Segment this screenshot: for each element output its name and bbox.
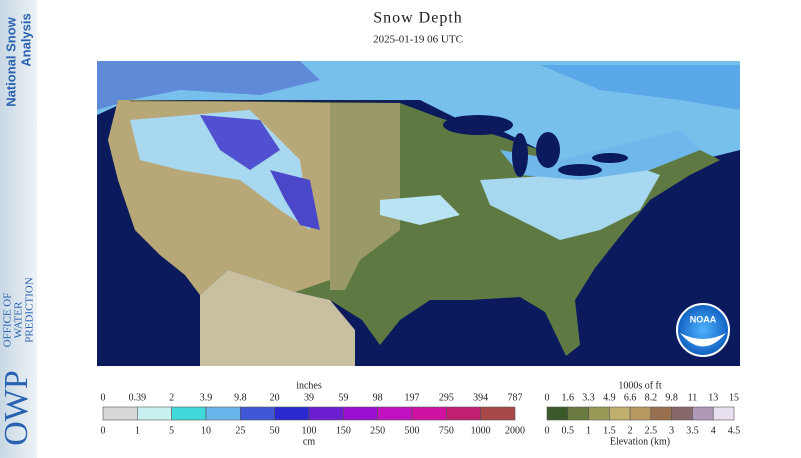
legend-bottom-label: 1 <box>586 425 591 436</box>
legend-top-label: 0 <box>101 392 106 403</box>
legend-bottom-label: 100 <box>302 425 317 436</box>
sidebar <box>0 0 37 458</box>
sidebar-title: Analysis <box>18 13 33 66</box>
legend-swatch <box>480 406 516 421</box>
legend-top-label: 59 <box>338 392 348 403</box>
legend-top-label: 15 <box>729 392 739 403</box>
legend-bottom-label: 1.5 <box>603 425 616 436</box>
org-line: WATER <box>13 301 25 338</box>
legend-top-label: 20 <box>270 392 280 403</box>
legend-top-label: 39 <box>304 392 314 403</box>
legend-top-label: 98 <box>373 392 383 403</box>
legend-top-label: 197 <box>405 392 420 403</box>
legend-swatch <box>446 406 481 421</box>
snow-top-unit: inches <box>296 380 322 391</box>
map: NOAA <box>97 61 740 366</box>
legend-bottom-label: 25 <box>235 425 245 436</box>
legend-top-label: 9.8 <box>665 392 678 403</box>
legend-bottom-label: 1000 <box>471 425 491 436</box>
legend-swatch <box>343 406 378 421</box>
legend-bottom-label: 4 <box>711 425 716 436</box>
sidebar-title: National Snow <box>3 16 18 106</box>
legend-swatch <box>629 406 652 421</box>
org-line: OFFICE OF <box>2 293 14 348</box>
legend-top-label: 11 <box>688 392 698 403</box>
legend-bottom-label: 0 <box>545 425 550 436</box>
legend-top-label: 0.39 <box>129 392 147 403</box>
legend-top-label: 1.6 <box>562 392 575 403</box>
legend-top-label: 2 <box>169 392 174 403</box>
legend-swatch <box>712 406 735 421</box>
legend-swatch <box>102 406 138 421</box>
legend-bottom-label: 10 <box>201 425 211 436</box>
legend-swatch <box>274 406 310 421</box>
legend-bottom-label: 5 <box>169 425 174 436</box>
legend-bottom-label: 1 <box>135 425 140 436</box>
legend-swatch <box>650 406 672 421</box>
legend-top-label: 787 <box>508 392 523 403</box>
legend-bottom-label: 2000 <box>505 425 525 436</box>
date: 2025-01-19 06 UTC <box>373 34 463 46</box>
noaa-logo-text: NOAA <box>690 314 717 324</box>
legend-top-label: 3.3 <box>582 392 595 403</box>
legend-bottom-label: 250 <box>370 425 385 436</box>
elev-bottom-unit: Elevation (km) <box>610 436 670 447</box>
legend-swatch <box>377 406 413 421</box>
noaa-logo <box>676 303 730 357</box>
legend-bottom-label: 4.5 <box>728 425 741 436</box>
owp-logo: OWP <box>0 370 35 446</box>
legend-top-label: 4.9 <box>603 392 616 403</box>
legend-swatch <box>411 406 447 421</box>
legend-top-label: 9.8 <box>234 392 247 403</box>
org-line: PREDICTION <box>24 277 36 342</box>
legend-swatch <box>308 406 344 421</box>
legend-top-label: 13 <box>708 392 718 403</box>
legend-swatch <box>546 406 569 421</box>
legend-top-label: 3.9 <box>200 392 213 403</box>
legend-swatch <box>205 406 241 421</box>
legend-bottom-label: 50 <box>270 425 280 436</box>
legend-bottom-label: 3.5 <box>686 425 699 436</box>
legend-swatch <box>240 406 275 421</box>
legend-bottom-label: 150 <box>336 425 351 436</box>
legend-bottom-label: 0.5 <box>562 425 575 436</box>
legend-swatch <box>588 406 610 421</box>
legend-top-label: 0 <box>545 392 550 403</box>
title: Snow Depth <box>373 10 463 27</box>
legend-top-label: 8.2 <box>645 392 658 403</box>
legend-bottom-label: 3 <box>669 425 674 436</box>
legend-top-label: 6.6 <box>624 392 637 403</box>
legend-bottom-label: 500 <box>405 425 420 436</box>
legend-bottom-label: 2 <box>628 425 633 436</box>
legend-swatch <box>567 406 589 421</box>
legend-bottom-label: 2.5 <box>645 425 658 436</box>
legend-bottom-label: 750 <box>439 425 454 436</box>
legend-top-label: 394 <box>473 392 488 403</box>
legend-swatch <box>609 406 631 421</box>
elev-top-unit: 1000s of ft <box>618 380 662 391</box>
legend-top-label: 295 <box>439 392 454 403</box>
legend-bottom-label: 0 <box>101 425 106 436</box>
legend-swatch <box>137 406 172 421</box>
legend-swatch <box>671 406 693 421</box>
legend-swatch <box>171 406 207 421</box>
snow-bottom-unit: cm <box>303 436 315 447</box>
legend-swatch <box>692 406 714 421</box>
